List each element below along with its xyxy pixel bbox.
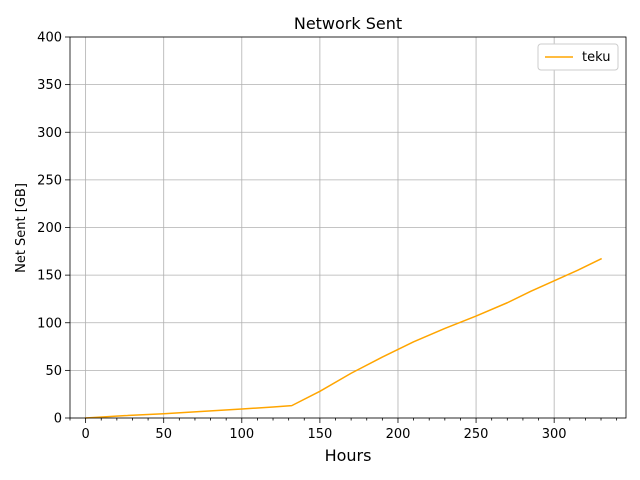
x-tick-label: 50 [155,427,172,442]
y-axis-label: Net Sent [GB] [14,183,29,273]
x-tick-label: 150 [307,427,332,442]
y-tick-label: 100 [37,316,62,331]
tick-marks: 0 50 100 150 200 250 300 0 50 100 150 200 250 300 350 4… [37,31,618,442]
chart-title: Network Sent [294,14,402,33]
y-tick-label: 350 [37,78,62,93]
x-tick-label: 0 [81,427,89,442]
x-axis-label: Hours [325,446,372,465]
legend-label-teku: teku [582,50,610,65]
x-tick-label: 200 [386,427,411,442]
y-tick-label: 400 [37,31,62,46]
y-tick-label: 300 [37,126,62,141]
x-tick-label: 250 [464,427,489,442]
legend: teku [537,43,619,71]
legend-box [537,43,619,71]
y-tick-label: 200 [37,221,62,236]
series-layer [84,257,603,419]
y-tick-label: 50 [45,364,62,379]
y-tick-label: 150 [37,269,62,284]
grid-lines [70,36,626,419]
y-tick-label: 0 [54,412,62,427]
x-tick-label: 100 [229,427,254,442]
x-tick-label: 300 [542,427,567,442]
y-tick-label: 250 [37,173,62,188]
series-line-teku [84,257,603,419]
